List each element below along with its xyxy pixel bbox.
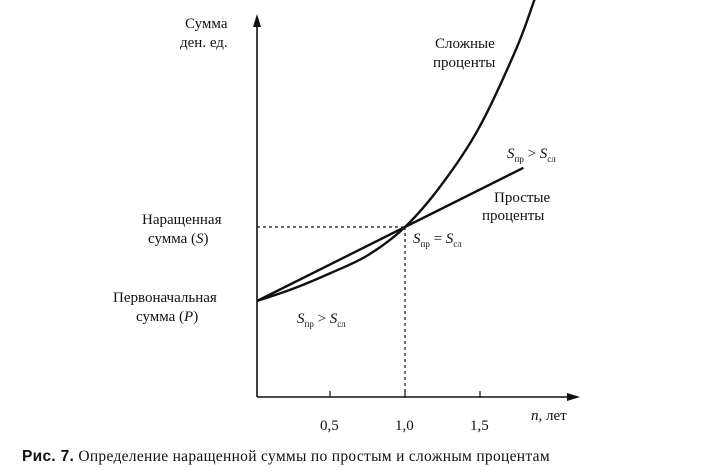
annotation-lower: Sпр > Sсл <box>297 311 346 329</box>
y-axis-title-line2: ден. ед. <box>180 35 228 51</box>
caption-label: Рис. 7. <box>22 448 75 465</box>
y-axis-title-line1: Сумма <box>185 16 228 32</box>
simple-label-line1: Простые <box>494 190 550 206</box>
caption-text: Определение наращенной суммы по простым … <box>78 448 550 465</box>
x-tick-label-1-0: 1,0 <box>395 418 414 434</box>
accrued-sum-label-line2: сумма (S) <box>148 231 209 247</box>
annotation-upper: Sпр > Sсл <box>507 146 556 164</box>
x-tick-label-0-5: 0,5 <box>320 418 339 434</box>
x-axis-title: n, лет <box>531 408 567 424</box>
initial-sum-label-line2: сумма (P) <box>136 309 198 325</box>
figure-caption: Рис. 7. Определение наращенной суммы по … <box>22 448 550 466</box>
y-axis-arrow <box>253 14 261 27</box>
compound-label-line2: проценты <box>433 55 495 71</box>
simple-label-line2: проценты <box>482 208 544 224</box>
x-tick-label-1-5: 1,5 <box>470 418 489 434</box>
simple-interest-line <box>256 166 524 303</box>
annotation-equal: Sпр = Sсл <box>413 231 462 249</box>
x-axis-arrow <box>567 393 580 401</box>
compound-label-line1: Сложные <box>435 36 495 52</box>
initial-sum-label-line1: Первоначальная <box>113 290 217 306</box>
accrued-sum-label-line1: Наращенная <box>142 212 222 228</box>
compound-interest-curve <box>256 0 536 303</box>
